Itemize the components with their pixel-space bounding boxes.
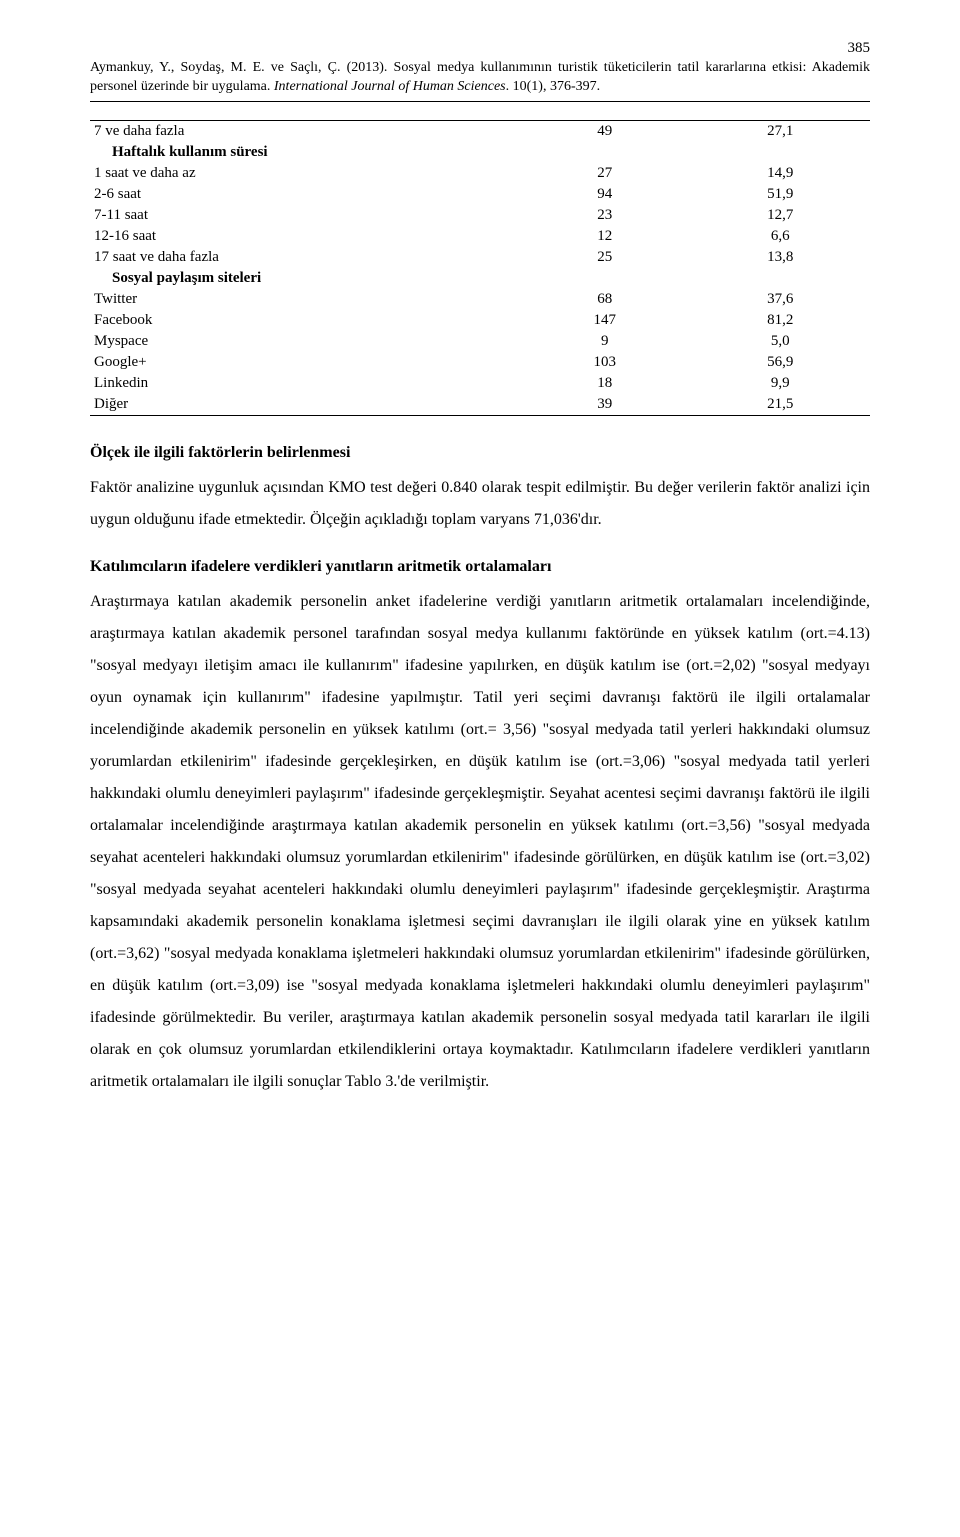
table-row-n: 49 bbox=[519, 120, 691, 142]
table-section-header: Haftalık kullanım süresi bbox=[90, 142, 519, 163]
table-row-n: 25 bbox=[519, 247, 691, 268]
table-row-value: 21,5 bbox=[691, 394, 870, 416]
table-row-n: 103 bbox=[519, 352, 691, 373]
section-body-olcek: Faktör analizine uygunluk açısından KMO … bbox=[90, 472, 870, 536]
table-row-n: 23 bbox=[519, 205, 691, 226]
data-table: 7 ve daha fazla4927,1 Haftalık kullanım s… bbox=[90, 120, 870, 416]
table-row-label: 2-6 saat bbox=[90, 184, 519, 205]
table-row-label: Facebook bbox=[90, 310, 519, 331]
table-row-label: 12-16 saat bbox=[90, 226, 519, 247]
table-row-value: 81,2 bbox=[691, 310, 870, 331]
table-row-value: 27,1 bbox=[691, 120, 870, 142]
header-rule bbox=[90, 101, 870, 102]
table-row-label: Twitter bbox=[90, 289, 519, 310]
table-section-header: Sosyal paylaşım siteleri bbox=[90, 268, 519, 289]
citation-authors: Aymankuy, Y., Soydaş, M. E. ve Saçlı, Ç.… bbox=[90, 60, 394, 75]
table-row-value: 5,0 bbox=[691, 331, 870, 352]
table-row-n: 94 bbox=[519, 184, 691, 205]
section-heading-katilim: Katılımcıların ifadelere verdikleri yanı… bbox=[90, 558, 870, 576]
table-row-value: 51,9 bbox=[691, 184, 870, 205]
table-row-label: 17 saat ve daha fazla bbox=[90, 247, 519, 268]
table-row-n: 9 bbox=[519, 331, 691, 352]
citation-vol-pages: . 10(1), 376-397. bbox=[506, 79, 601, 94]
table-row-n: 18 bbox=[519, 373, 691, 394]
header-citation: Aymankuy, Y., Soydaş, M. E. ve Saçlı, Ç.… bbox=[90, 59, 870, 97]
table-row-value: 37,6 bbox=[691, 289, 870, 310]
table-row-label: Linkedin bbox=[90, 373, 519, 394]
table-row-n: 12 bbox=[519, 226, 691, 247]
table-row-label: Myspace bbox=[90, 331, 519, 352]
section-heading-olcek: Ölçek ile ilgili faktörlerin belirlenmes… bbox=[90, 444, 870, 462]
table-row-label: 1 saat ve daha az bbox=[90, 163, 519, 184]
section-body-katilim: Araştırmaya katılan akademik personelin … bbox=[90, 586, 870, 1098]
table-row-n: 147 bbox=[519, 310, 691, 331]
page-number: 385 bbox=[90, 40, 870, 57]
table-row-value: 9,9 bbox=[691, 373, 870, 394]
table-row-label: 7 ve daha fazla bbox=[90, 120, 519, 142]
table-row-n: 27 bbox=[519, 163, 691, 184]
table-row-label: Diğer bbox=[90, 394, 519, 416]
table-row-value: 56,9 bbox=[691, 352, 870, 373]
table-row-n: 39 bbox=[519, 394, 691, 416]
table-row-label: 7-11 saat bbox=[90, 205, 519, 226]
table-row-value: 6,6 bbox=[691, 226, 870, 247]
table-row-n: 68 bbox=[519, 289, 691, 310]
table-row-value: 13,8 bbox=[691, 247, 870, 268]
table-row-value: 12,7 bbox=[691, 205, 870, 226]
table-row-label: Google+ bbox=[90, 352, 519, 373]
citation-journal: International Journal of Human Sciences bbox=[274, 79, 506, 94]
table-row-value: 14,9 bbox=[691, 163, 870, 184]
